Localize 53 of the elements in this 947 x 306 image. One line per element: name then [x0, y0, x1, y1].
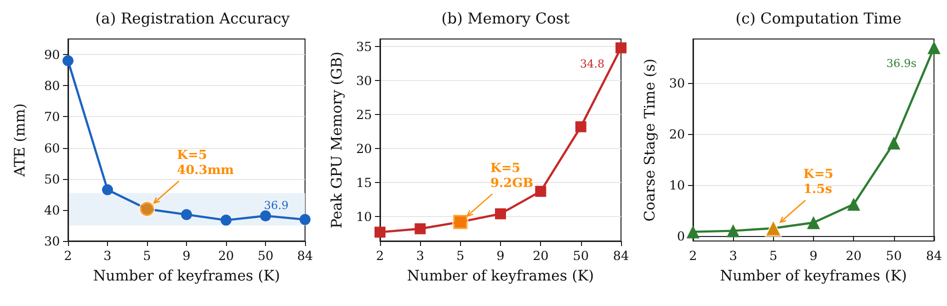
chart-title: (c) Computation Time: [735, 10, 902, 28]
y-tick-label: 0: [677, 228, 686, 244]
x-axis-title: Number of keyframes (K): [407, 268, 594, 284]
y-tick-label: 40: [44, 202, 60, 218]
x-axis-title: Number of keyframes (K): [93, 268, 280, 284]
y-tick-label: 90: [44, 47, 60, 62]
x-tick-label: 84: [926, 248, 942, 263]
x-tick-label: 50: [572, 248, 589, 263]
annotation: K=5 9.2GB: [490, 160, 534, 190]
x-tick-label: 50: [258, 248, 274, 263]
x-tick-label: 5: [769, 248, 778, 263]
y-axis-title: ATE (mm): [12, 103, 28, 178]
y-tick-label: 30: [356, 72, 372, 88]
data-label: 36.9s: [886, 57, 917, 70]
y-tick-label: 20: [356, 141, 372, 156]
x-tick-label: 3: [729, 248, 738, 263]
x-tick-label: 20: [846, 248, 862, 263]
x-tick-label: 3: [416, 248, 424, 263]
y-tick-label: 25: [356, 106, 372, 122]
x-axis-title: Number of keyframes (K): [720, 268, 907, 284]
y-tick-label: 30: [669, 75, 686, 90]
x-tick-label: 5: [456, 248, 464, 263]
y-tick-label: 70: [44, 109, 60, 124]
x-tick-label: 84: [297, 248, 314, 263]
annotation: K=5 1.5s: [803, 166, 834, 196]
x-tick-label: 2: [689, 248, 697, 263]
x-tick-label: 3: [104, 248, 112, 263]
y-tick-label: 80: [44, 78, 60, 94]
y-tick-label: 30: [44, 234, 60, 248]
data-label: 36.9: [264, 199, 289, 212]
y-axis-title: Peak GPU Memory (GB): [330, 52, 346, 228]
annotation: K=5 40.3mm: [177, 146, 234, 177]
y-tick-label: 20: [669, 126, 686, 142]
y-tick-label: 10: [356, 209, 372, 224]
y-tick-label: 15: [356, 175, 372, 190]
x-tick-label: 2: [64, 248, 72, 263]
x-tick-label: 9: [182, 248, 191, 263]
x-tick-label: 9: [810, 248, 818, 263]
y-tick-label: 60: [44, 140, 60, 156]
x-tick-label: 84: [613, 248, 629, 263]
x-tick-label: 9: [496, 248, 505, 263]
x-tick-label: 20: [532, 248, 549, 263]
y-tick-label: 10: [669, 177, 686, 192]
x-tick-label: 2: [376, 248, 384, 263]
chart-title: (a) Registration Accuracy: [95, 10, 290, 28]
y-tick-label: 50: [44, 171, 60, 186]
y-axis-title: Coarse Stage Time (s): [642, 58, 659, 222]
x-tick-label: 50: [886, 248, 902, 263]
data-label: 34.8: [580, 57, 604, 70]
chart-title: (b) Memory Cost: [441, 10, 570, 28]
y-tick-label: 35: [356, 38, 372, 54]
x-tick-label: 20: [218, 248, 234, 263]
x-tick-label: 5: [143, 248, 151, 263]
